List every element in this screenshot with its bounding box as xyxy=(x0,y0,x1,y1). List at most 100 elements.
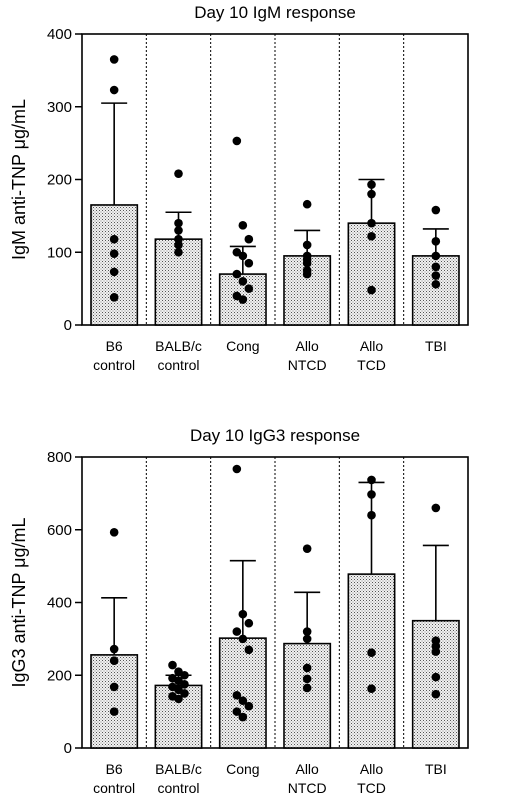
data-point xyxy=(367,648,376,657)
data-point xyxy=(302,663,312,673)
category-label: TBI xyxy=(425,338,447,354)
data-point xyxy=(367,285,376,295)
data-point xyxy=(109,527,119,537)
data-point xyxy=(232,464,242,474)
data-point xyxy=(302,269,312,279)
data-point xyxy=(302,258,312,268)
data-point xyxy=(244,258,254,268)
bar xyxy=(283,642,332,749)
data-point xyxy=(232,627,242,636)
data-point xyxy=(431,251,441,261)
y-axis-label: IgM anti-TNP μg/mL xyxy=(9,99,29,260)
data-point xyxy=(232,136,242,146)
data-point xyxy=(174,218,183,228)
chart-panel-1: Day 10 IgM response IgM anti-TNP μg/mL 0 10… xyxy=(9,3,469,373)
data-point xyxy=(431,672,441,682)
data-point xyxy=(244,645,254,655)
category-label: Allo xyxy=(295,761,319,777)
data-point xyxy=(174,226,183,235)
data-point xyxy=(232,707,242,716)
data-point xyxy=(109,656,119,665)
y-tick-label: 300 xyxy=(47,99,72,116)
category-label: BALB/c xyxy=(155,338,202,354)
category-label: Allo xyxy=(360,338,384,354)
category-label: control xyxy=(93,780,135,796)
data-point xyxy=(431,279,441,289)
data-point xyxy=(109,249,119,259)
data-point xyxy=(174,694,183,704)
data-point xyxy=(367,490,376,499)
category-label: Allo xyxy=(295,338,319,354)
data-point xyxy=(431,503,441,513)
data-point xyxy=(238,295,248,304)
data-point xyxy=(109,55,119,64)
category-label: NTCD xyxy=(288,780,327,796)
y-axis-label: IgG3 anti-TNP μg/mL xyxy=(9,517,29,687)
data-point xyxy=(367,231,376,241)
data-point xyxy=(109,293,119,302)
data-point xyxy=(238,634,248,644)
data-point xyxy=(302,674,312,684)
data-point xyxy=(232,690,242,700)
data-point xyxy=(174,169,183,178)
data-point xyxy=(180,670,189,680)
data-point xyxy=(244,618,254,628)
y-tick-label: 100 xyxy=(47,244,72,261)
data-point xyxy=(168,660,177,670)
y-tick-label: 0 xyxy=(64,317,72,334)
data-point xyxy=(302,634,312,644)
category-label: control xyxy=(93,357,135,373)
y-tick-label: 200 xyxy=(47,667,72,684)
category-label: Allo xyxy=(360,761,384,777)
data-point xyxy=(109,234,119,244)
data-point xyxy=(244,284,254,293)
data-point xyxy=(109,707,119,716)
chart-panel-2: Day 10 IgG3 response IgG3 anti-TNP μg/mL 0… xyxy=(9,426,469,796)
data-point xyxy=(367,180,376,189)
data-point xyxy=(238,609,248,619)
bar xyxy=(90,204,139,326)
data-point xyxy=(302,240,312,250)
category-label: B6 xyxy=(106,761,123,777)
y-tick-label: 600 xyxy=(47,522,72,539)
data-point xyxy=(238,696,248,706)
data-point xyxy=(431,262,441,272)
category-label: control xyxy=(157,780,199,796)
data-point xyxy=(244,234,254,244)
data-point xyxy=(109,644,119,654)
data-point xyxy=(302,683,312,693)
data-point xyxy=(431,237,441,246)
data-point xyxy=(109,85,119,95)
chart-title: Day 10 IgG3 response xyxy=(190,426,360,445)
y-tick-label: 400 xyxy=(47,26,72,43)
data-point xyxy=(180,680,189,689)
bar xyxy=(411,255,460,326)
y-tick-label: 400 xyxy=(47,595,72,612)
bar xyxy=(218,637,267,749)
data-point xyxy=(174,247,183,257)
data-point xyxy=(238,221,248,230)
data-point xyxy=(367,189,376,199)
category-label: B6 xyxy=(106,338,123,354)
data-point xyxy=(232,269,242,279)
data-point xyxy=(302,199,312,209)
data-point xyxy=(302,627,312,636)
data-point xyxy=(109,267,119,277)
data-point xyxy=(109,682,119,692)
data-point xyxy=(431,205,441,215)
data-point xyxy=(238,251,248,261)
data-point xyxy=(238,712,248,722)
category-label: Cong xyxy=(226,761,259,777)
data-point xyxy=(367,475,376,485)
data-point xyxy=(180,689,189,698)
category-label: Cong xyxy=(226,338,259,354)
data-point xyxy=(367,510,376,520)
chart-title: Day 10 IgM response xyxy=(194,3,356,22)
category-label: BALB/c xyxy=(155,761,202,777)
data-point xyxy=(367,218,376,228)
category-label: TCD xyxy=(357,780,386,796)
data-point xyxy=(431,689,441,699)
data-point xyxy=(431,271,441,280)
category-label: control xyxy=(157,357,199,373)
